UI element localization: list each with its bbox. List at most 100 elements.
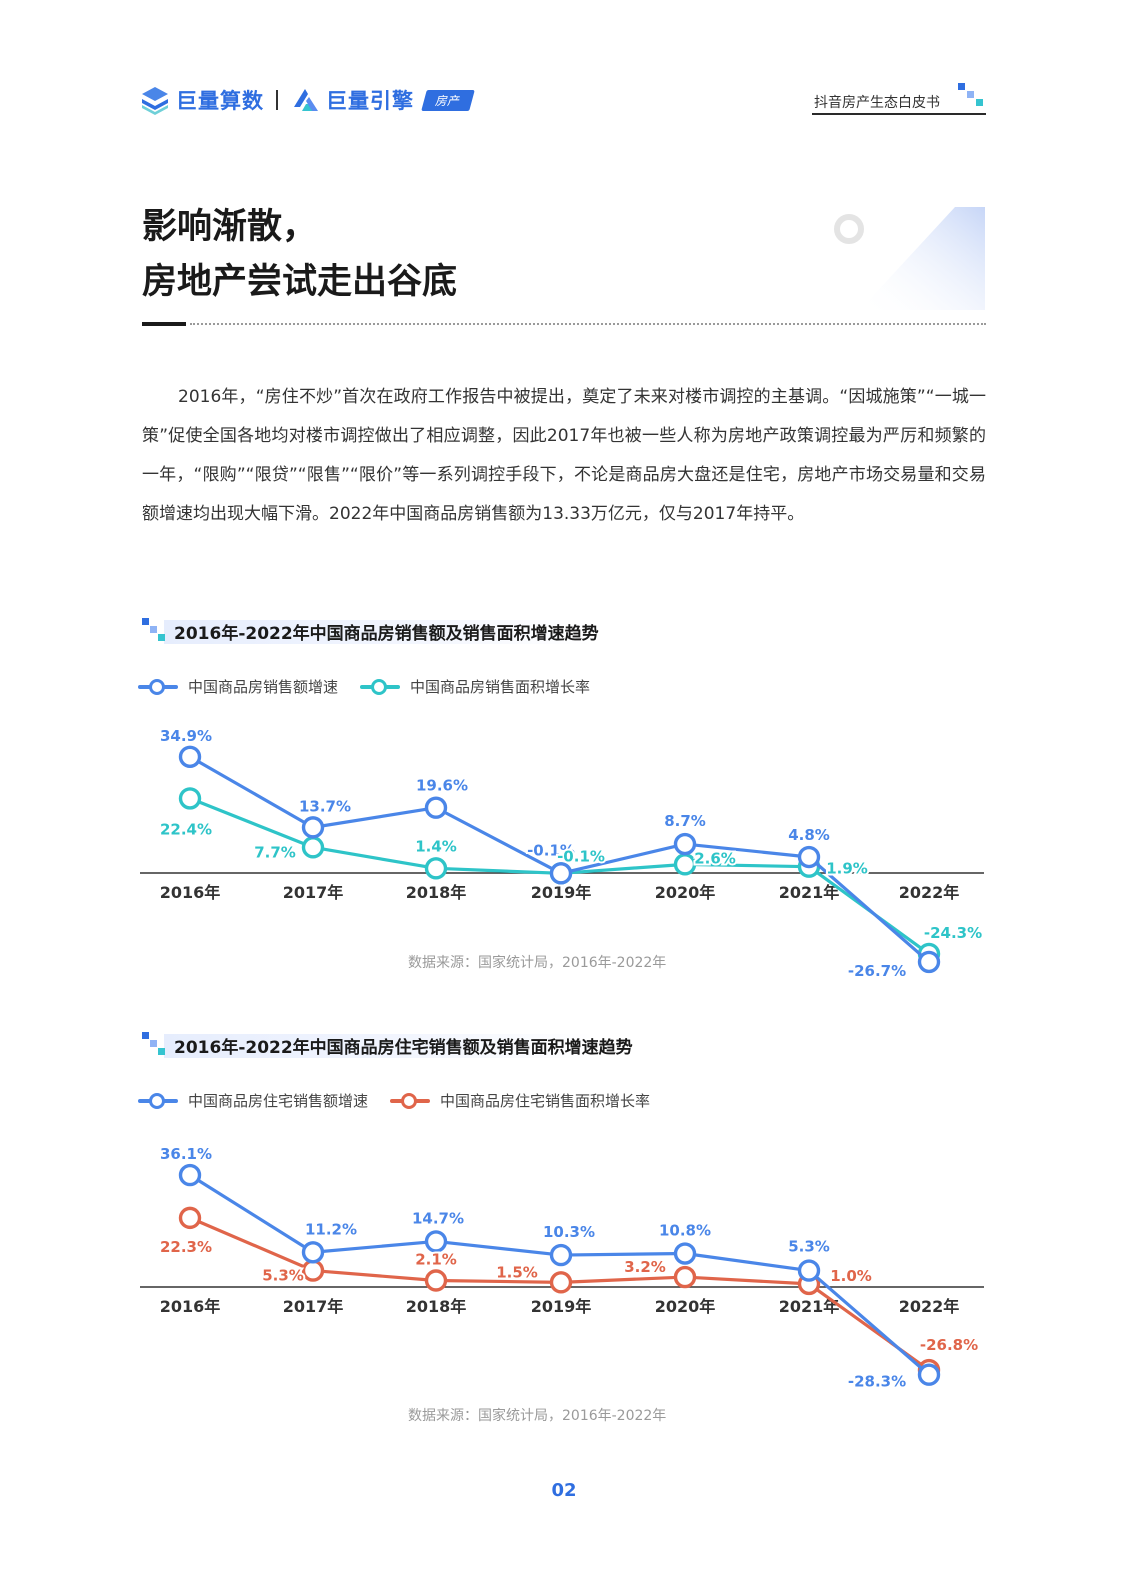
data-point — [301, 816, 325, 839]
x-tick-label: 2016年 — [160, 1297, 221, 1316]
data-label: 2.6% — [694, 849, 736, 867]
page-title-line-2: 房地产尝试走出谷底 — [142, 262, 458, 302]
chart2-legend: 中国商品房住宅销售额增速 中国商品房住宅销售面积增长率 — [138, 1090, 672, 1111]
legend-label: 中国商品房住宅销售面积增长率 — [440, 1092, 651, 1110]
page-number: 02 — [551, 1480, 577, 1501]
x-tick-label: 2019年 — [531, 1297, 592, 1316]
data-label: -26.8% — [920, 1336, 978, 1354]
data-point — [301, 1241, 325, 1264]
chart2-heading: 2016年-2022年中国商品房住宅销售额及销售面积增速趋势 — [142, 1030, 633, 1060]
data-label: 19.6% — [416, 777, 468, 795]
brand-divider — [276, 90, 278, 110]
heading-band — [164, 620, 594, 644]
x-tick-label: 2017年 — [283, 1297, 344, 1316]
x-tick-label: 2017年 — [283, 883, 344, 902]
deco-square — [958, 83, 965, 90]
data-point — [797, 845, 821, 869]
data-point — [178, 787, 202, 810]
data-label: 1.0% — [830, 1267, 872, 1285]
legend-line-icon — [138, 678, 178, 695]
data-label: -26.7% — [848, 962, 906, 980]
data-label: 3.2% — [624, 1258, 666, 1276]
decorative-graphic — [830, 205, 990, 345]
x-tick-label: 2021年 — [779, 1297, 840, 1316]
data-label: 2.1% — [415, 1250, 457, 1268]
x-tick-label: 2018年 — [406, 883, 467, 902]
data-label: 22.4% — [160, 820, 212, 838]
data-point — [673, 832, 697, 856]
heading-pixel-icon — [142, 618, 168, 644]
data-label: -24.3% — [924, 924, 982, 942]
brand-name-1: 巨量算数 — [176, 89, 264, 113]
x-tick-label: 2019年 — [531, 883, 592, 902]
deco-square — [967, 91, 974, 98]
brand-name-2: 巨量引擎 — [326, 89, 414, 113]
data-point — [178, 745, 202, 768]
data-label: 1.5% — [496, 1263, 538, 1281]
chart2-plot: 2016年 2017年 2018年 2019年 2020年 2021年 2022年 36.1%… — [140, 1143, 984, 1393]
legend-item: 中国商品房销售面积增长率 — [360, 676, 590, 697]
title-underline — [142, 322, 186, 326]
logo-icon — [140, 85, 170, 115]
heading-pixel-icon — [142, 1032, 168, 1058]
legend-label: 中国商品房销售面积增长率 — [410, 678, 591, 696]
x-tick-label: 2016年 — [160, 883, 221, 902]
deco-square — [976, 99, 983, 106]
data-label: 1.4% — [415, 837, 457, 855]
data-label: 8.7% — [664, 812, 706, 830]
heading-band — [164, 1034, 594, 1058]
page-title: 影响渐散， 房地产尝试走出谷底 — [142, 200, 457, 310]
data-point — [673, 853, 697, 876]
legend-item: 中国商品房住宅销售额增速 — [138, 1090, 368, 1111]
data-label: 7.7% — [254, 843, 296, 861]
data-label: 4.8% — [788, 826, 830, 844]
engine-logo-icon — [290, 85, 320, 115]
chart2-title: 2016年-2022年中国商品房住宅销售额及销售面积增速趋势 — [174, 1037, 633, 1058]
chart1-plot: 2016年 2017年 2018年 2019年 2020年 2021年 2022年 34.9%… — [140, 725, 984, 982]
data-point — [424, 1230, 448, 1253]
chart1-title: 2016年-2022年中国商品房销售额及销售面积增速趋势 — [174, 623, 599, 644]
data-label: 5.3% — [788, 1238, 830, 1256]
intro-paragraph: 2016年，“房住不炒”首次在政府工作报告中被提出，奠定了未来对楼市调控的主基调… — [142, 387, 986, 524]
data-point — [673, 1242, 697, 1265]
data-point — [673, 1265, 697, 1289]
legend-line-icon — [390, 1092, 431, 1109]
title-divider — [190, 323, 986, 325]
x-tick-label: 2020年 — [655, 1297, 716, 1316]
chart1-source: 数据来源：国家统计局，2016年-2022年 — [408, 955, 667, 971]
x-tick-label: 2018年 — [406, 1297, 467, 1316]
data-point — [917, 1363, 941, 1386]
data-point — [424, 857, 448, 880]
data-point — [549, 1271, 573, 1294]
chart2-source: 数据来源：国家统计局，2016年-2022年 — [408, 1408, 667, 1424]
document-title: 抖音房产生态白皮书 — [814, 95, 940, 111]
data-label: -28.3% — [848, 1373, 906, 1391]
chart1-legend: 中国商品房销售额增速 中国商品房销售面积增长率 — [138, 676, 612, 697]
data-label: 14.7% — [412, 1209, 464, 1227]
legend-label: 中国商品房住宅销售额增速 — [188, 1092, 369, 1110]
legend-line-icon — [138, 1092, 178, 1109]
legend-label: 中国商品房销售额增速 — [188, 678, 339, 696]
data-point — [917, 950, 941, 974]
legend-line-icon — [360, 678, 401, 695]
data-point — [424, 1269, 448, 1292]
chart1-heading: 2016年-2022年中国商品房销售额及销售面积增速趋势 — [142, 616, 599, 646]
data-label: 5.3% — [262, 1267, 304, 1285]
x-tick-label: 2020年 — [655, 883, 716, 902]
data-point — [301, 1259, 325, 1282]
data-point — [424, 796, 448, 819]
data-label: -0.1% — [527, 841, 575, 859]
data-point — [797, 1259, 821, 1282]
data-label: 36.1% — [160, 1145, 212, 1163]
x-tick-label: 2021年 — [779, 883, 840, 902]
data-label: -0.1% — [557, 847, 605, 865]
data-label: 10.3% — [543, 1223, 595, 1241]
data-point — [178, 1206, 202, 1230]
data-label: 34.9% — [160, 727, 212, 745]
document-title-box: 抖音房产生态白皮书 — [812, 83, 986, 115]
page-title-line-1: 影响渐散， — [142, 207, 318, 247]
data-point — [301, 836, 325, 859]
brand-header: 巨量算数 巨量引擎 房产 — [140, 82, 475, 118]
data-point — [178, 1163, 202, 1187]
data-label: 1.9% — [826, 860, 868, 878]
